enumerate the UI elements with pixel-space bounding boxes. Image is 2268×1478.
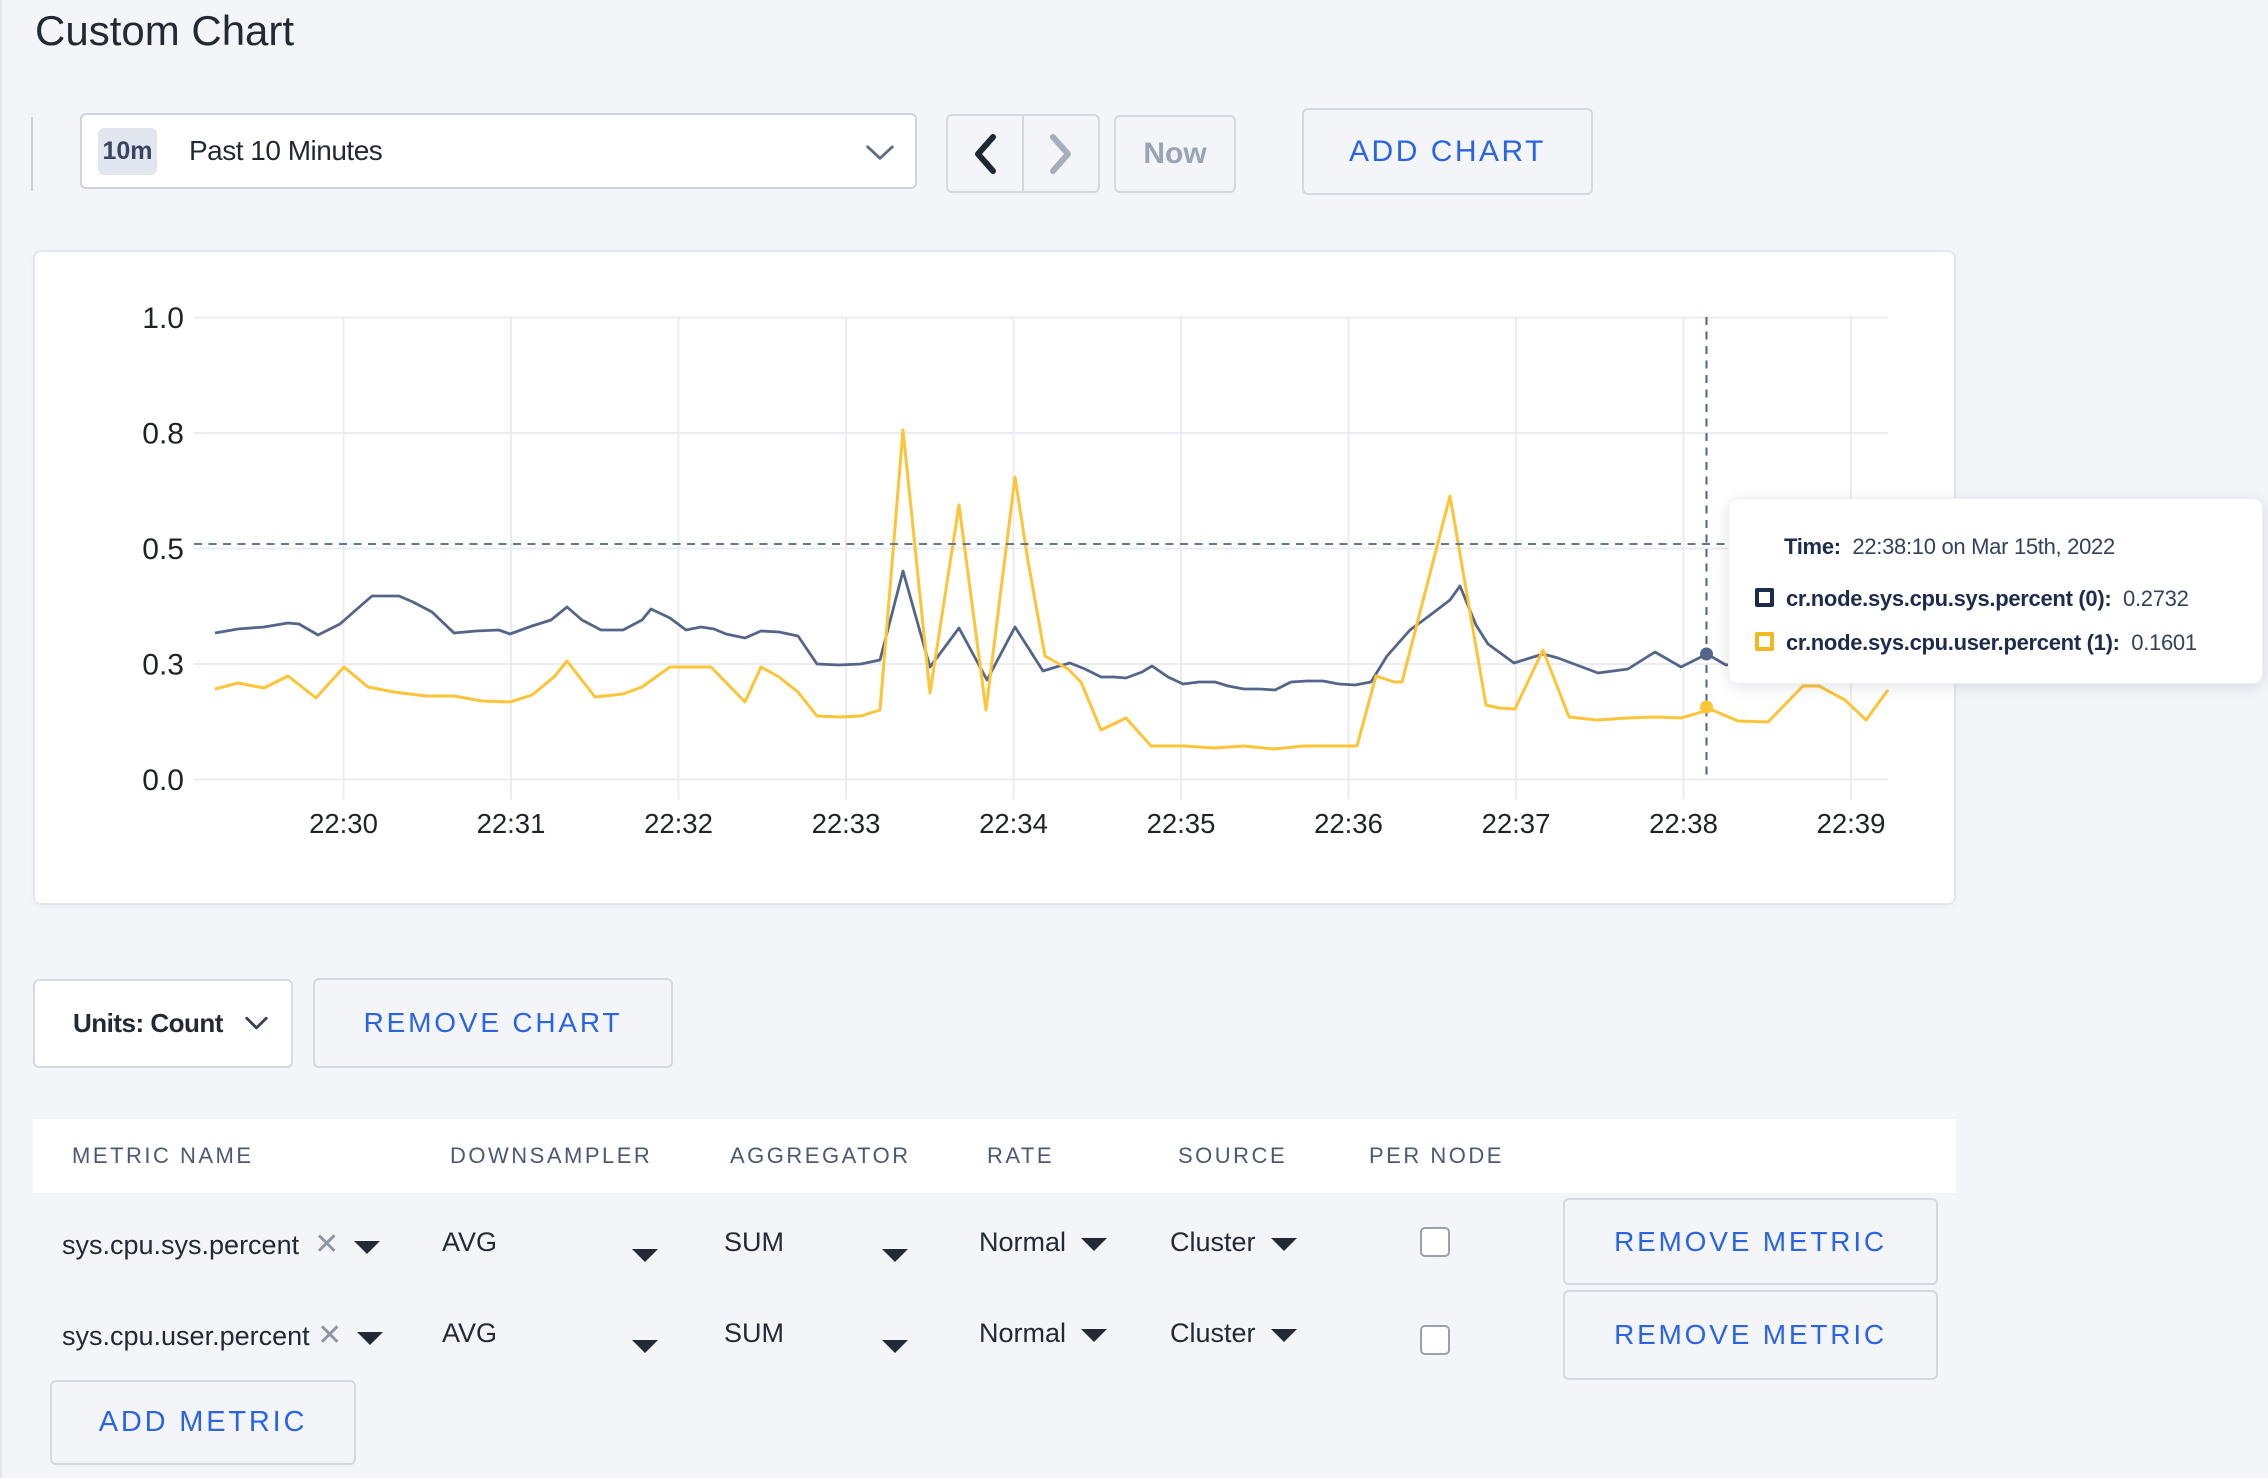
svg-text:22:39: 22:39 bbox=[1817, 808, 1886, 839]
svg-text:22:34: 22:34 bbox=[979, 808, 1048, 839]
svg-text:22:36: 22:36 bbox=[1314, 808, 1383, 839]
svg-text:22:32: 22:32 bbox=[644, 808, 713, 839]
svg-text:0.3: 0.3 bbox=[142, 649, 184, 682]
svg-text:22:31: 22:31 bbox=[477, 808, 546, 839]
svg-text:22:35: 22:35 bbox=[1147, 808, 1216, 839]
svg-text:0.8: 0.8 bbox=[142, 418, 184, 451]
svg-text:22:30: 22:30 bbox=[309, 808, 378, 839]
svg-text:1.0: 1.0 bbox=[142, 302, 184, 335]
svg-text:0.5: 0.5 bbox=[142, 533, 184, 566]
svg-text:22:37: 22:37 bbox=[1482, 808, 1551, 839]
svg-text:22:38: 22:38 bbox=[1649, 808, 1718, 839]
svg-text:22:33: 22:33 bbox=[812, 808, 881, 839]
svg-text:0.0: 0.0 bbox=[142, 764, 184, 797]
